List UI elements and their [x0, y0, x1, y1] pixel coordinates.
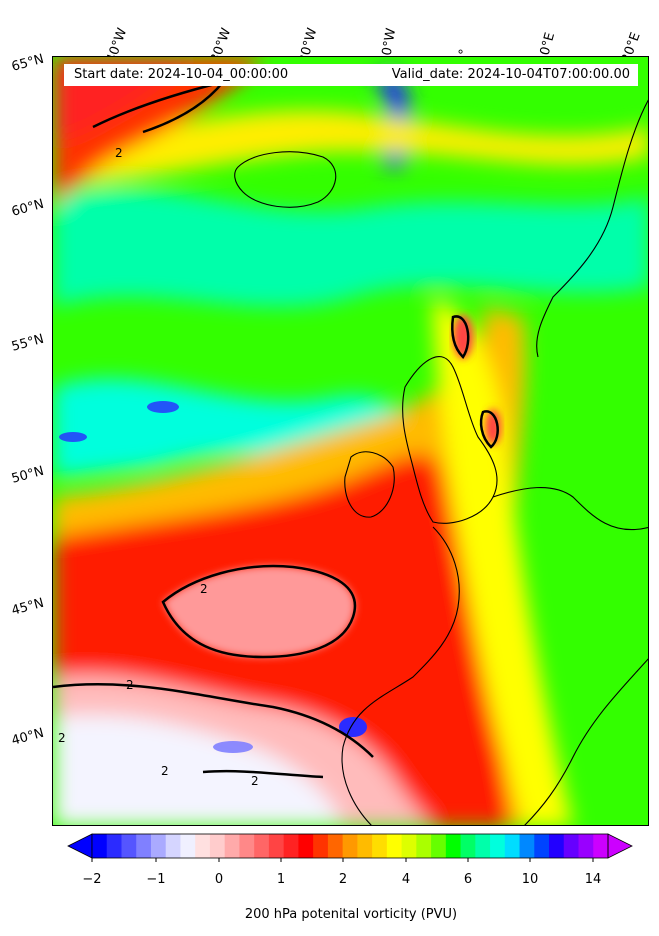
contour-label: 2: [200, 582, 208, 596]
colorbar-tick-label: −2: [82, 872, 102, 887]
colorbar-tick-label: 10: [521, 872, 539, 887]
lat-label-60n: 60°N: [10, 196, 46, 220]
coastline-france-iberia: [341, 526, 460, 825]
contour-label: 2: [126, 678, 134, 692]
contour-label: 2: [58, 731, 66, 745]
colorbar-segment: [357, 834, 373, 858]
colorbar-tick-label: 2: [338, 872, 348, 887]
colorbar-segment: [298, 834, 314, 858]
colorbar-segment: [401, 834, 417, 858]
colorbar-tick-label: 4: [401, 872, 411, 887]
colorbar-segment: [342, 834, 358, 858]
coastline-continent: [492, 487, 648, 531]
pv-cyan-band-north: [53, 188, 648, 307]
colorbar-segment: [372, 834, 388, 858]
pv-contour-2-south-2: [202, 769, 324, 779]
colorbar-segment: [549, 834, 565, 858]
colorbar-segment: [136, 834, 152, 858]
colorbar-segment: [431, 834, 447, 858]
colorbar-segment: [92, 834, 108, 858]
colorbar-segment: [593, 834, 609, 858]
colorbar-tick-label: 0: [214, 872, 224, 887]
pv-yellow-band-upper: [53, 110, 648, 187]
pv-contour-2-east: [479, 410, 499, 449]
colorbar-segment: [578, 834, 594, 858]
contour-label: 2: [161, 764, 169, 778]
colorbar-tick-label: −1: [146, 872, 166, 887]
colorbar-segment: [563, 834, 580, 858]
colorbar-segment: [313, 834, 329, 858]
lat-label-65n: 65°N: [10, 51, 46, 75]
colorbar-segment: [254, 834, 270, 858]
lat-label-45n: 45°N: [10, 595, 46, 619]
pv-blue-blob-4: [59, 432, 87, 442]
colorbar-segment: [195, 834, 211, 858]
pv-white-core: [53, 714, 343, 825]
colorbar-segment: [534, 834, 550, 858]
colorbar-segment: [504, 834, 521, 858]
contour-label: 2: [115, 146, 123, 160]
colorbar-segment: [106, 834, 122, 858]
colorbar-segment: [445, 834, 462, 858]
coastline-italy: [524, 658, 648, 825]
valid-date-label: Valid_date: 2024-10-04T07:00:00.00: [391, 67, 630, 82]
colorbar-segment: [209, 834, 226, 858]
colorbar-segment: [386, 834, 403, 858]
pv-contour-2-scotland: [451, 315, 470, 359]
colorbar-segment: [460, 834, 476, 858]
colorbar-segment: [519, 834, 535, 858]
lat-label-55n: 55°N: [10, 331, 46, 355]
colorbar-title: 200 hPa potenital vorticity (PVU): [244, 907, 458, 922]
coastline-norway: [536, 99, 648, 358]
lat-label-50n: 50°N: [10, 463, 46, 487]
colorbar-segment: [475, 834, 491, 858]
colorbar-segment: [327, 834, 344, 858]
colorbar: [67, 833, 633, 862]
colorbar-extend-min: [67, 833, 93, 859]
contour-label: 2: [251, 774, 259, 788]
colorbar-segment: [180, 834, 196, 858]
pv-blue-blob-1: [339, 717, 367, 737]
colorbar-tick-label: 1: [276, 872, 286, 887]
pv-field: 2 2 2 2 2 2: [53, 57, 648, 825]
colorbar-segment: [224, 834, 240, 858]
colorbar-segment: [165, 834, 181, 858]
colorbar-segment: [150, 834, 167, 858]
colorbar-tick-label: 6: [463, 872, 473, 887]
colorbar-segment: [416, 834, 432, 858]
colorbar-segment: [239, 834, 255, 858]
pv-map: 2 2 2 2 2 2: [52, 56, 649, 826]
colorbar-extend-max: [607, 833, 633, 859]
coastline-iceland: [234, 151, 337, 208]
colorbar-segment: [268, 834, 285, 858]
pv-blue-blob-2: [213, 741, 253, 753]
colorbar-tick-label: 14: [584, 872, 602, 887]
pv-yellow-belt: [433, 297, 573, 825]
colorbar-segment: [490, 834, 506, 858]
date-info-box: Start date: 2024-10-04_00:00:00 Valid_da…: [64, 64, 638, 86]
coastline-ireland: [344, 451, 395, 518]
colorbar-segment: [283, 834, 299, 858]
pv-contour-2-lobe: [161, 564, 357, 659]
start-date-label: Start date: 2024-10-04_00:00:00: [74, 67, 289, 82]
lat-label-40n: 40°N: [10, 725, 46, 749]
colorbar-border: [91, 833, 609, 859]
colorbar-segment: [121, 834, 137, 858]
pv-blue-blob-3: [147, 401, 179, 413]
pv-pink-lobe: [163, 566, 355, 657]
